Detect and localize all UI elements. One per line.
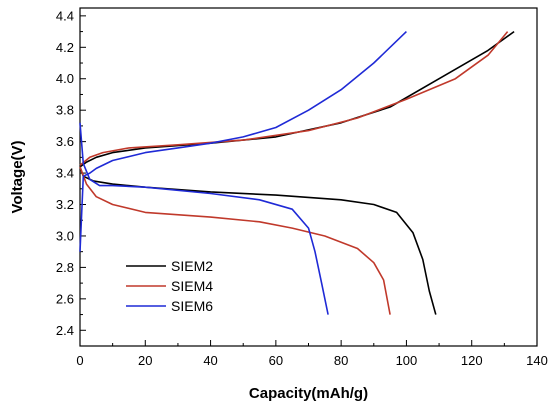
x-tick-label: 80: [334, 353, 348, 368]
y-tick-label: 2.4: [56, 323, 74, 338]
plot-area: [79, 7, 538, 347]
y-tick-label: 3.6: [56, 134, 74, 149]
legend-label-siem2: SIEM2: [171, 258, 213, 274]
y-tick-label: 4.0: [56, 71, 74, 86]
x-tick-label: 140: [526, 353, 548, 368]
y-axis-title: Voltage(V): [9, 140, 26, 213]
x-tick-label: 100: [396, 353, 418, 368]
x-axis-title: Capacity(mAh/g): [249, 385, 368, 402]
x-tick-label: 20: [138, 353, 152, 368]
series-siem4-discharge-line: [79, 166, 391, 315]
gridless-ticks: 0 20 40 60 80 100 120 140 2.4 2.6 2.8 3.0 3.2 3.4 3.6 3…: [56, 8, 548, 368]
y-tick-label: 4.4: [56, 8, 74, 23]
series-layer: [79, 30, 515, 315]
series-siem2-discharge-line: [79, 166, 437, 315]
plot-frame: [79, 7, 538, 347]
legend: SIEM2 SIEM4 SIEM6: [126, 258, 213, 314]
legend-label-siem4: SIEM4: [171, 278, 213, 294]
y-tick-label: 3.4: [56, 166, 74, 181]
x-tick-label: 120: [461, 353, 483, 368]
x-tick-label: 60: [269, 353, 283, 368]
y-tick-label: 2.8: [56, 260, 74, 275]
series-siem6-charge-line: [79, 31, 407, 252]
y-tick-label: 4.2: [56, 40, 74, 55]
series-siem4-charge-line: [79, 31, 509, 166]
y-tick-label: 3.2: [56, 197, 74, 212]
y-tick-label: 2.6: [56, 291, 74, 306]
x-tick-label: 0: [76, 353, 83, 368]
y-tick-label: 3.0: [56, 228, 74, 243]
y-tick-label: 3.8: [56, 103, 74, 118]
legend-label-siem6: SIEM6: [171, 298, 213, 314]
series-siem6-discharge-line: [79, 122, 329, 315]
x-tick-label: 40: [203, 353, 217, 368]
